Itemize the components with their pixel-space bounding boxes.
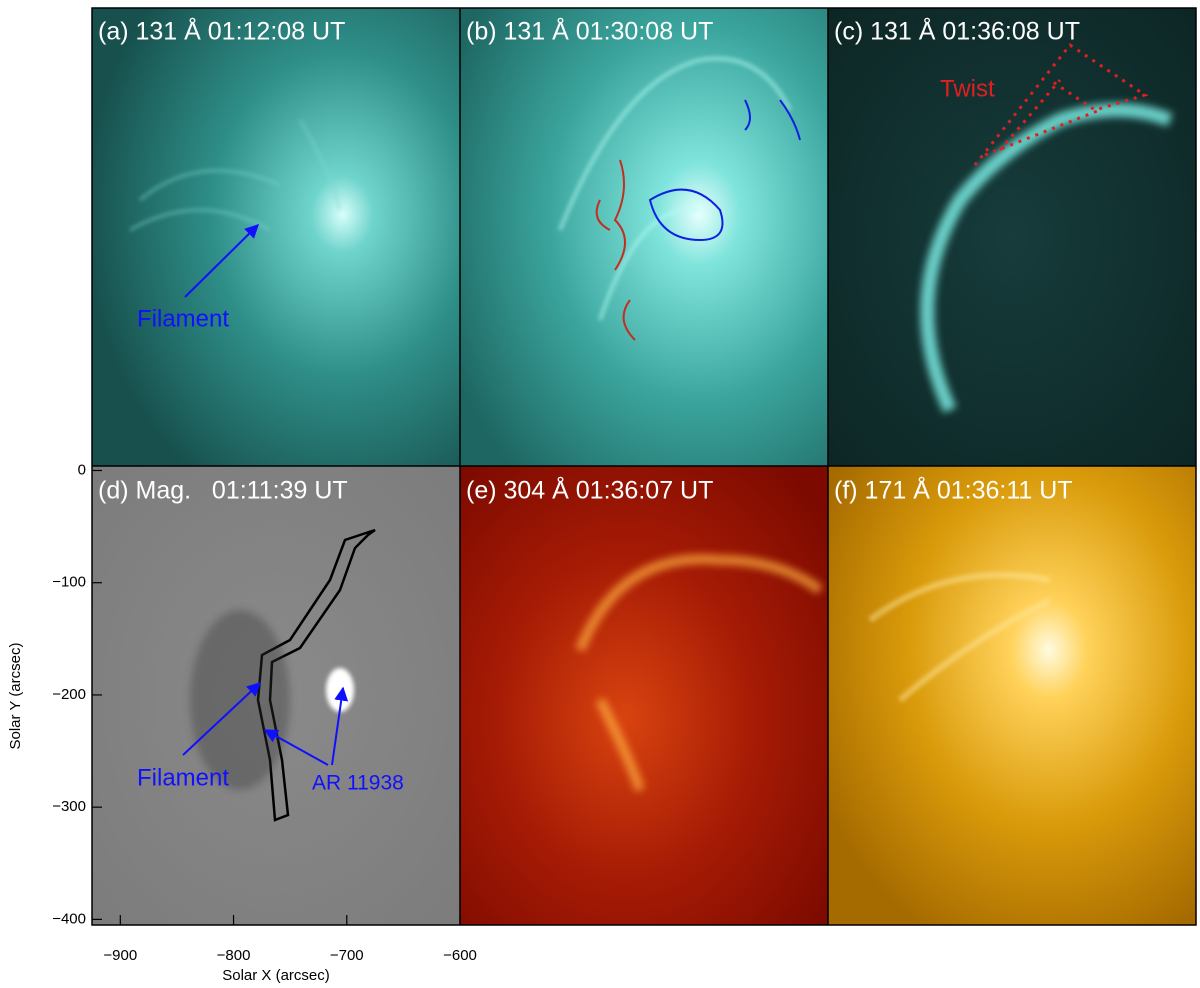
contours-red [595,159,636,341]
panel-label: (f) 171 Å 01:36:11 UT [834,475,1073,505]
panel-label: (a) 131 Å 01:12:08 UT [98,16,345,46]
negative-flux [190,610,290,790]
x-tick-label: −900 [103,947,137,964]
panel-b-image [460,8,828,466]
panel-label: (e) 304 Å 01:36:07 UT [466,475,713,505]
filament-outline [256,528,376,822]
arrow [331,686,349,766]
annotation: Filament [137,764,229,791]
panel-label: (d) Mag. 01:11:39 UT [98,477,348,505]
annotation: Twist [940,75,995,102]
loops-a [129,119,342,232]
bright-structure-e [575,554,823,792]
erupting-filament [920,103,1173,413]
x-axis-label: Solar X (arcsec) [222,967,330,984]
y-axis-label: Solar Y (arcsec) [7,643,24,750]
arrow [184,224,259,298]
annotation: AR 11938 [312,772,404,795]
loops-b [558,56,792,321]
panel-f-image [828,466,1196,925]
panel-label: (c) 131 Å 01:36:08 UT [834,16,1080,46]
panel-images [92,8,1196,925]
x-tick-label: −600 [443,947,477,964]
arrows [182,224,349,766]
panel-e-image [460,466,828,925]
panel-c-image [828,8,1196,466]
panel-a-image [92,8,460,466]
y-tick-label: −400 [52,910,86,927]
twist-lines [973,42,1149,166]
x-tick-label: −800 [217,947,251,964]
annotation: Filament [137,305,229,332]
x-tick-label: −700 [330,947,364,964]
y-tick-label: 0 [78,461,86,478]
panel-label: (b) 131 Å 01:30:08 UT [466,16,713,46]
y-tick-label: −300 [52,798,86,815]
arrow [263,729,329,766]
y-tick-label: −200 [52,686,86,703]
features [129,42,1173,822]
arrow [182,682,262,756]
panel-borders [91,7,1197,926]
loops-f [868,572,1052,703]
contours-blue [648,99,801,242]
y-tick-label: −100 [52,574,86,591]
